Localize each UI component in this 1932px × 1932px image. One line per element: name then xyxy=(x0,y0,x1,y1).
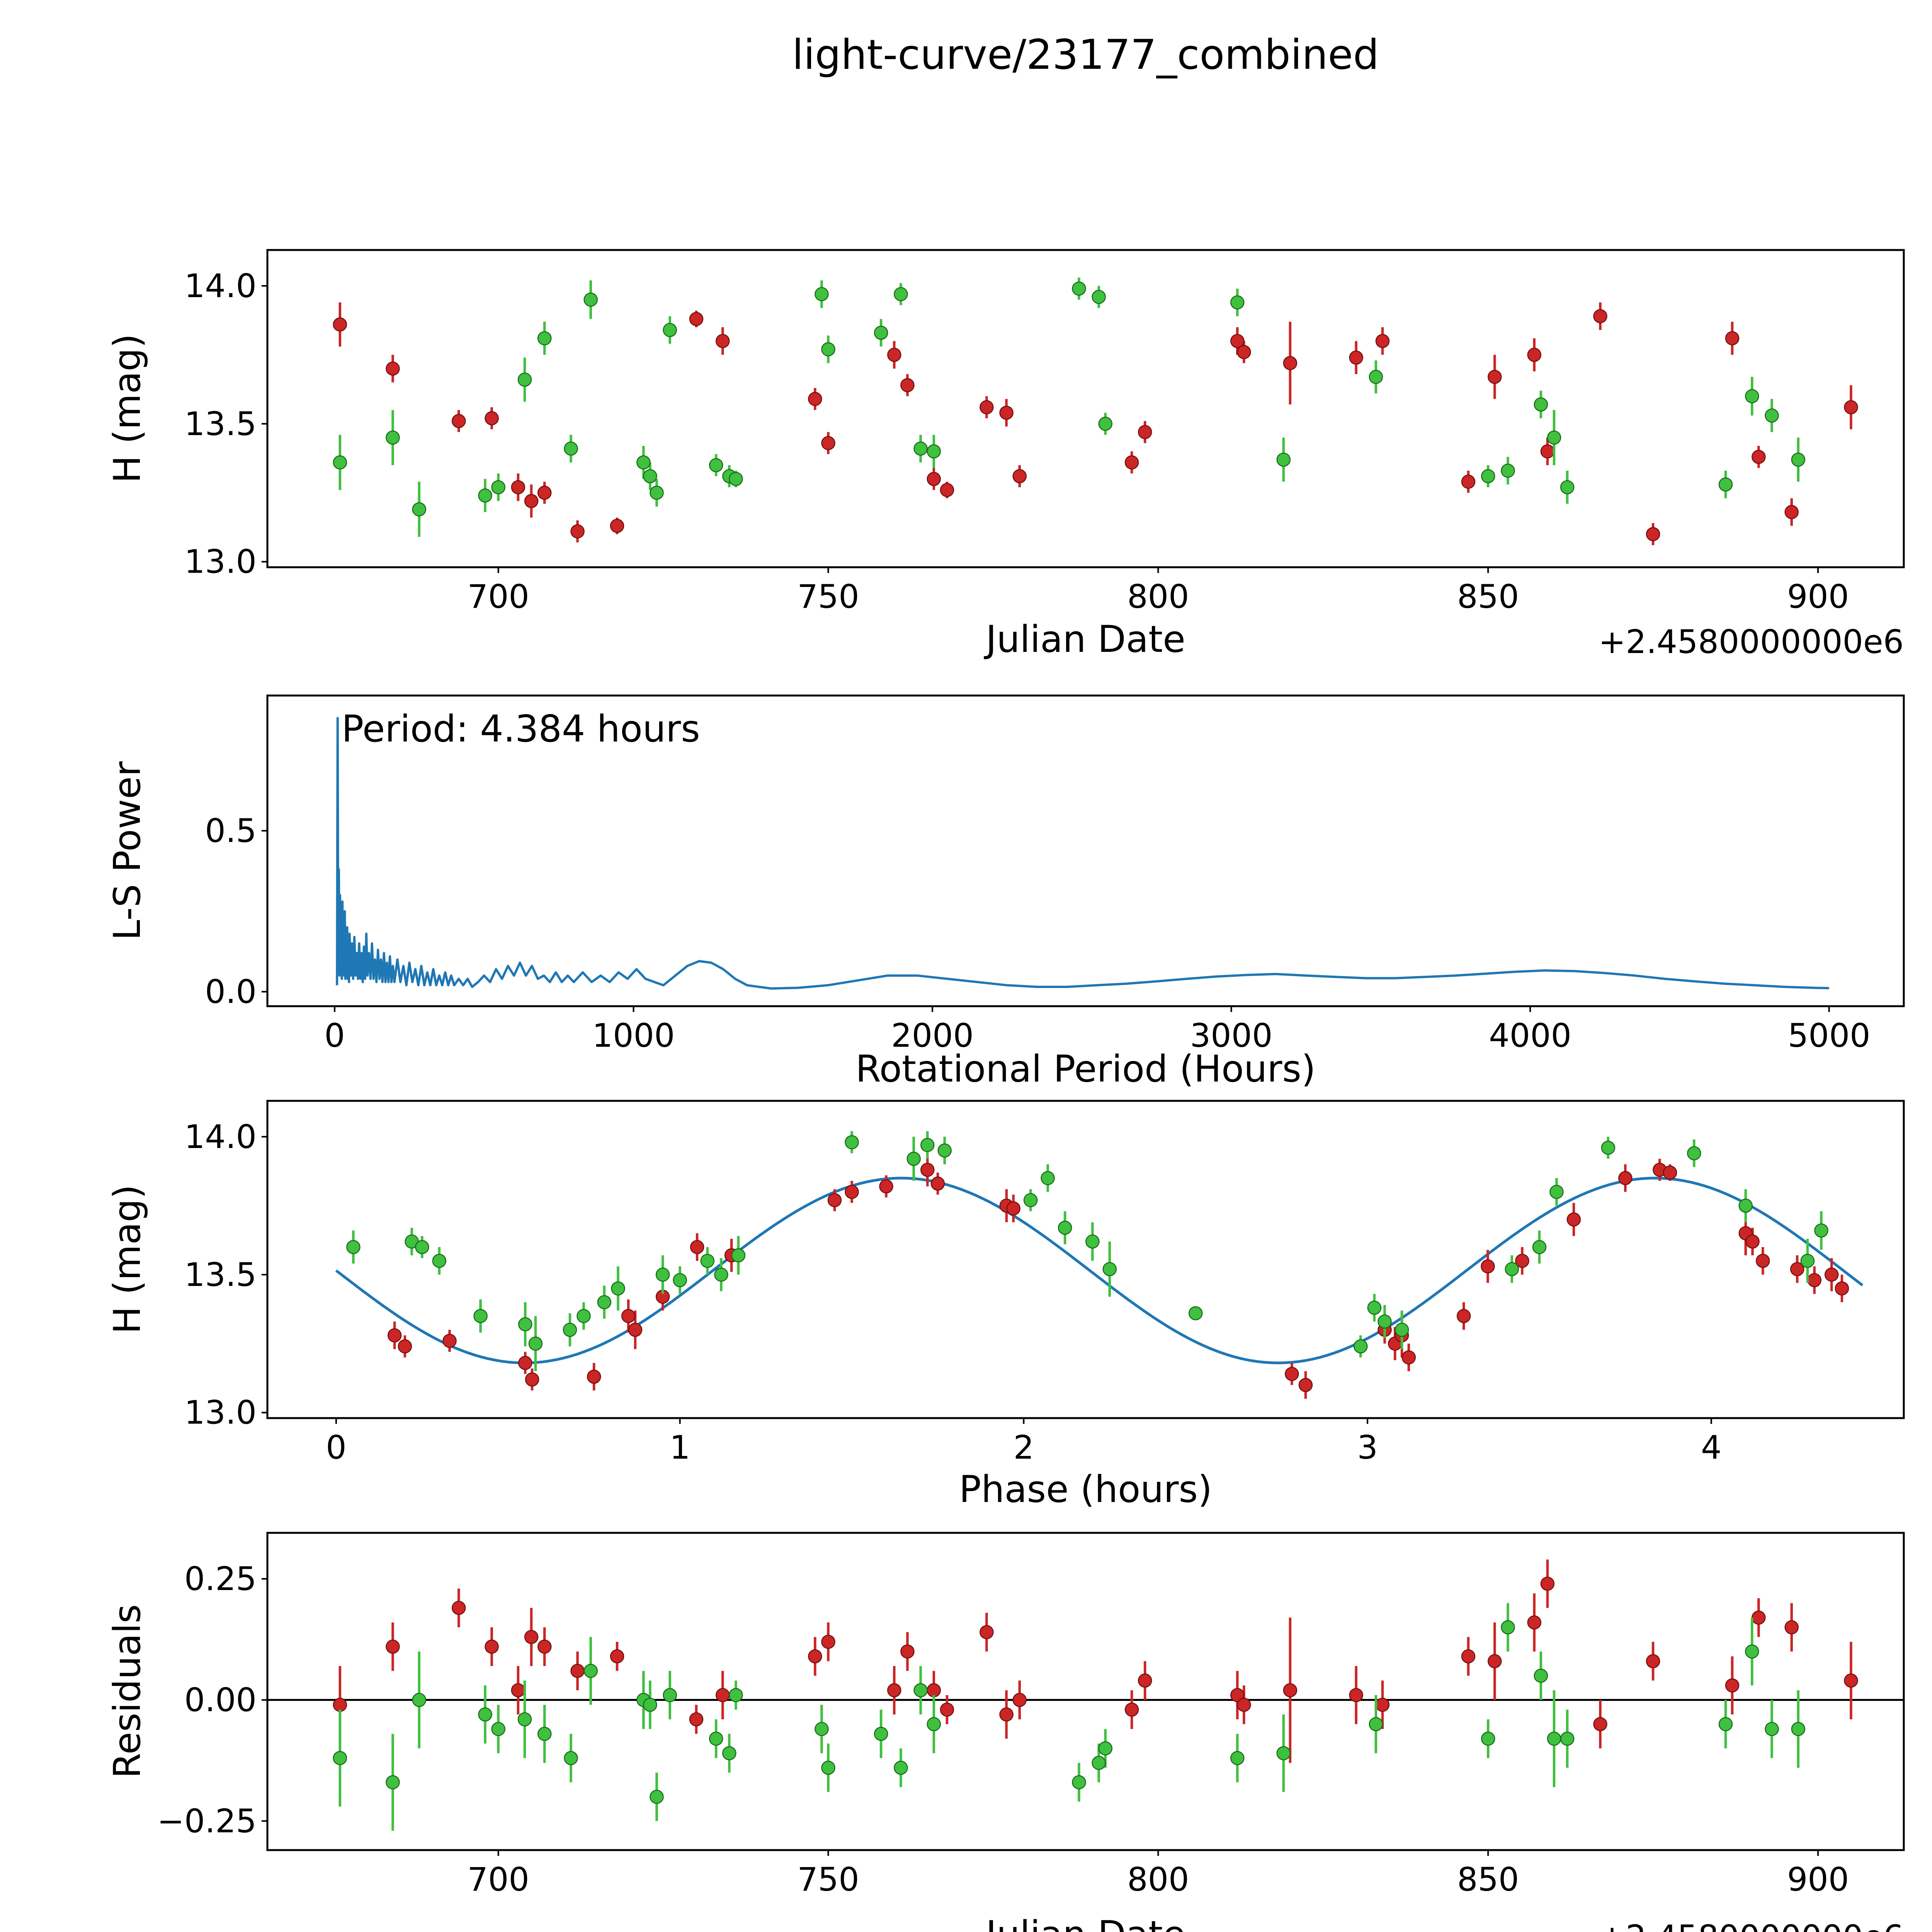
svg-text:0.5: 0.5 xyxy=(205,812,257,850)
svg-text:13.0: 13.0 xyxy=(184,543,257,581)
svg-text:13.0: 13.0 xyxy=(184,1394,257,1432)
julian-date-offset-bottom: +2.4580000000e6 xyxy=(267,1918,1904,1932)
svg-text:750: 750 xyxy=(797,578,859,616)
svg-text:4000: 4000 xyxy=(1489,1017,1571,1054)
svg-text:900: 900 xyxy=(1787,1861,1849,1898)
svg-text:1000: 1000 xyxy=(592,1017,675,1054)
svg-text:0.25: 0.25 xyxy=(184,1560,257,1598)
svg-text:1: 1 xyxy=(670,1429,690,1466)
svg-text:14.0: 14.0 xyxy=(184,1118,257,1156)
svg-text:5000: 5000 xyxy=(1788,1017,1871,1054)
svg-text:850: 850 xyxy=(1457,1861,1519,1898)
svg-text:4: 4 xyxy=(1701,1429,1721,1466)
svg-text:3: 3 xyxy=(1357,1429,1378,1466)
residuals-axis-label: Residuals xyxy=(106,1604,149,1779)
hmag-axis-label-top: H (mag) xyxy=(106,333,149,483)
phase-axis-label: Phase (hours) xyxy=(959,1468,1213,1511)
svg-text:800: 800 xyxy=(1127,1861,1189,1898)
svg-text:750: 750 xyxy=(797,1861,859,1898)
svg-text:13.5: 13.5 xyxy=(184,1256,257,1294)
svg-text:0.00: 0.00 xyxy=(184,1681,257,1719)
period-annotation: Period: 4.384 hours xyxy=(342,708,700,750)
svg-text:14.0: 14.0 xyxy=(184,267,257,305)
julian-date-axis-label-bottom: Julian Date xyxy=(267,1913,1904,1932)
svg-text:850: 850 xyxy=(1457,578,1519,616)
rotational-period-axis-label: Rotational Period (Hours) xyxy=(855,1048,1316,1090)
svg-text:0: 0 xyxy=(326,1429,346,1466)
svg-text:13.5: 13.5 xyxy=(184,405,257,443)
svg-text:800: 800 xyxy=(1127,578,1189,616)
svg-text:700: 700 xyxy=(468,578,529,616)
svg-text:3000: 3000 xyxy=(1190,1017,1273,1054)
svg-text:2: 2 xyxy=(1014,1429,1034,1466)
julian-date-offset-top: +2.4580000000e6 xyxy=(1598,623,1904,661)
hmag-axis-label-phase: H (mag) xyxy=(106,1184,149,1334)
svg-text:−0.25: −0.25 xyxy=(157,1802,257,1840)
figure-title: light-curve/23177_combined xyxy=(792,31,1379,78)
ls-power-axis-label: L-S Power xyxy=(106,761,149,940)
svg-text:2000: 2000 xyxy=(891,1017,974,1054)
svg-text:0: 0 xyxy=(324,1017,345,1054)
julian-date-axis-label-top: Julian Date xyxy=(986,618,1185,661)
svg-text:0.0: 0.0 xyxy=(205,973,257,1011)
svg-text:900: 900 xyxy=(1787,578,1849,616)
svg-text:700: 700 xyxy=(468,1861,529,1898)
